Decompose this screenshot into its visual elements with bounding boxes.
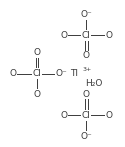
Text: Cl: Cl xyxy=(82,31,91,40)
Text: H₂O: H₂O xyxy=(85,79,102,88)
Text: O: O xyxy=(105,31,112,40)
Text: Cl: Cl xyxy=(32,69,41,78)
Text: O: O xyxy=(9,69,16,78)
Text: O: O xyxy=(60,111,67,120)
Text: O⁻: O⁻ xyxy=(80,10,92,19)
Text: O: O xyxy=(33,90,40,99)
Text: 3+: 3+ xyxy=(82,67,92,72)
Text: O: O xyxy=(105,111,112,120)
Text: O⁻: O⁻ xyxy=(55,69,67,78)
Text: Cl: Cl xyxy=(82,111,91,120)
Text: Tl: Tl xyxy=(70,69,78,78)
Text: O: O xyxy=(83,90,90,99)
Text: O: O xyxy=(60,31,67,40)
Text: O: O xyxy=(33,48,40,57)
Text: O⁻: O⁻ xyxy=(80,132,92,141)
Text: O: O xyxy=(83,51,90,60)
